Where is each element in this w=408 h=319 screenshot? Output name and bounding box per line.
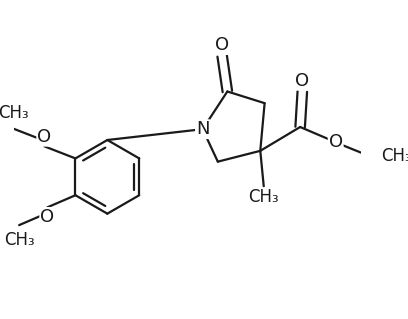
Text: N: N [196,120,209,138]
Text: CH₃: CH₃ [4,231,34,249]
Text: CH₃: CH₃ [248,188,279,206]
Text: O: O [215,36,229,54]
Text: O: O [328,133,343,151]
Text: CH₃: CH₃ [381,147,408,165]
Text: O: O [295,72,309,90]
Text: CH₃: CH₃ [0,104,29,122]
Text: O: O [40,208,54,226]
Text: O: O [37,128,51,146]
